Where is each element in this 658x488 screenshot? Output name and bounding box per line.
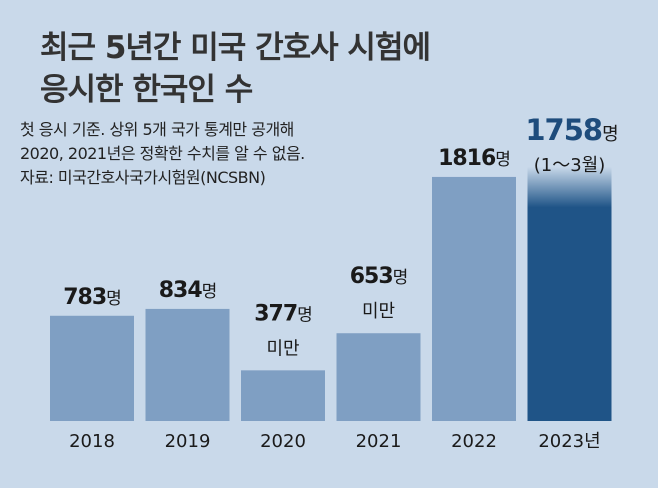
bar-2021 (336, 333, 421, 421)
value-label-2022: 1816명 (438, 146, 510, 171)
value-label-2019: 834명 (159, 278, 217, 303)
note-line-1: 첫 응시 기준. 상위 5개 국가 통계만 공개해 (20, 120, 294, 139)
value-label-2021: 653명 (350, 264, 408, 289)
x-tick-2020: 2020 (260, 431, 306, 452)
chart-title-line-2: 응시한 한국인 수 (40, 72, 253, 108)
bar-2018 (50, 315, 134, 421)
chart-title-line-1: 최근 5년간 미국 간호사 시험에 (40, 30, 431, 66)
x-tick-2019: 2019 (165, 431, 211, 452)
bar-2020 (241, 370, 325, 421)
value-label-2020: 377명 (254, 301, 312, 326)
x-tick-2018: 2018 (69, 431, 115, 452)
source-note: 자료: 미국간호사국가시험원(NCSBN) (20, 168, 266, 187)
x-tick-2023: 2023년 (538, 431, 600, 452)
qualifier-2023: (1～3월) (534, 155, 606, 176)
x-tick-2022: 2022 (451, 431, 497, 452)
bar-2019 (145, 308, 230, 421)
qualifier-2021: 미만 (362, 301, 395, 322)
value-label-2018: 783명 (63, 285, 121, 310)
bar-2022 (432, 176, 516, 421)
note-line-2: 2020, 2021년은 정확한 수치를 알 수 없음. (20, 144, 305, 163)
x-tick-2021: 2021 (356, 431, 402, 452)
bar-2023 (527, 166, 612, 421)
qualifier-2020: 미만 (266, 338, 299, 359)
value-label-2023: 1758명 (525, 113, 617, 147)
